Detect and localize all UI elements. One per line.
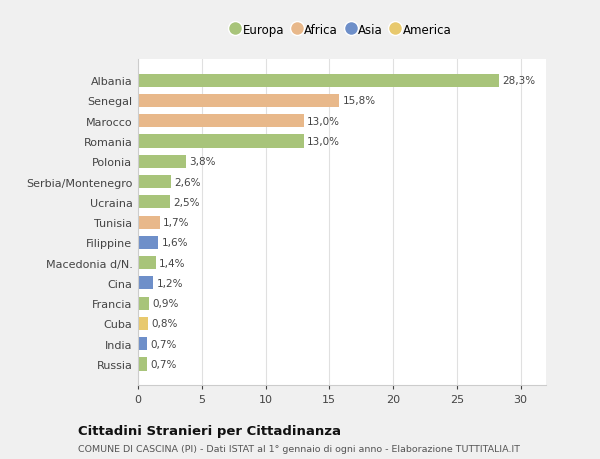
- Bar: [138, 236, 158, 249]
- Text: 0,7%: 0,7%: [150, 359, 176, 369]
- Bar: [138, 337, 147, 351]
- Bar: [138, 257, 156, 269]
- Text: 0,9%: 0,9%: [152, 298, 179, 308]
- Bar: [138, 277, 154, 290]
- Text: 1,7%: 1,7%: [163, 218, 190, 228]
- Text: 1,6%: 1,6%: [161, 238, 188, 248]
- Text: COMUNE DI CASCINA (PI) - Dati ISTAT al 1° gennaio di ogni anno - Elaborazione TU: COMUNE DI CASCINA (PI) - Dati ISTAT al 1…: [78, 444, 520, 453]
- Bar: [138, 95, 340, 108]
- Bar: [138, 317, 148, 330]
- Bar: [138, 196, 170, 209]
- Text: 28,3%: 28,3%: [502, 76, 535, 86]
- Text: Cittadini Stranieri per Cittadinanza: Cittadini Stranieri per Cittadinanza: [78, 424, 341, 437]
- Text: 2,5%: 2,5%: [173, 197, 200, 207]
- Legend: Europa, Africa, Asia, America: Europa, Africa, Asia, America: [229, 20, 455, 40]
- Bar: [138, 176, 171, 189]
- Text: 13,0%: 13,0%: [307, 117, 340, 127]
- Text: 0,7%: 0,7%: [150, 339, 176, 349]
- Bar: [138, 297, 149, 310]
- Bar: [138, 156, 187, 168]
- Bar: [138, 135, 304, 148]
- Text: 15,8%: 15,8%: [343, 96, 376, 106]
- Text: 2,6%: 2,6%: [175, 177, 201, 187]
- Bar: [138, 74, 499, 88]
- Bar: [138, 115, 304, 128]
- Text: 13,0%: 13,0%: [307, 137, 340, 147]
- Text: 0,8%: 0,8%: [151, 319, 178, 329]
- Text: 1,4%: 1,4%: [159, 258, 185, 268]
- Bar: [138, 216, 160, 229]
- Text: 1,2%: 1,2%: [157, 278, 183, 288]
- Text: 3,8%: 3,8%: [190, 157, 216, 167]
- Bar: [138, 358, 147, 371]
